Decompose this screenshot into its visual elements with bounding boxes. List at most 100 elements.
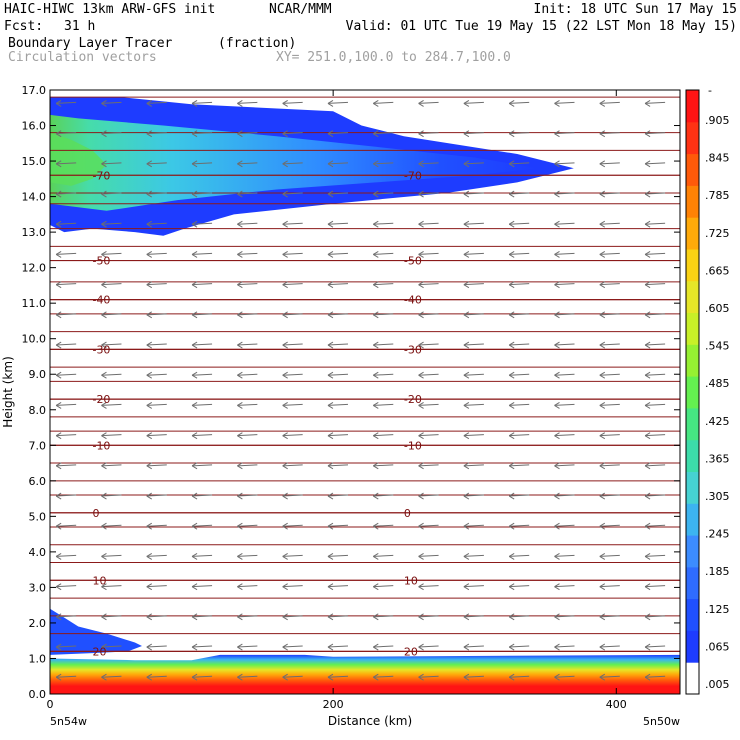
vector-arrowhead [101, 220, 107, 228]
vector-arrow [101, 675, 122, 678]
vector-arrow [554, 162, 575, 165]
vector-arrowhead [508, 492, 515, 500]
vector-arrowhead [282, 643, 288, 651]
vector-arrow [373, 283, 394, 286]
vector-arrow [237, 524, 258, 527]
vector-arrow [56, 283, 77, 286]
vector-arrow [192, 464, 213, 467]
vector-arrowhead [463, 673, 470, 681]
colorbar-label: .245 [705, 528, 730, 541]
vector-arrow [509, 494, 530, 497]
y-tick-label: 0.0 [29, 688, 47, 701]
vector-arrowhead [373, 522, 379, 530]
vector-arrowhead [327, 462, 334, 470]
vector-arrow [373, 101, 394, 104]
vector-arrowhead [508, 613, 515, 621]
vector-arrow [509, 675, 530, 678]
vector-arrow [101, 313, 122, 316]
vector-arrow [418, 675, 439, 678]
vector-arrow [146, 464, 167, 467]
vector-arrowhead [146, 643, 153, 651]
vector-arrow [237, 343, 258, 346]
vector-arrowhead [146, 462, 153, 470]
vector-arrow [554, 343, 575, 346]
vector-arrow [463, 494, 484, 497]
vector-arrow [56, 554, 77, 557]
vector-arrowhead [101, 341, 107, 349]
x-axis: 0 200 400 [47, 90, 627, 711]
vector-arrow [101, 132, 122, 135]
vector-arrow [509, 403, 530, 406]
vector-arrowhead [146, 492, 153, 500]
vector-arrow [327, 162, 349, 165]
vectors-label: Circulation vectors [8, 50, 157, 65]
init-time: Init: 18 UTC Sun 17 May 15 [533, 2, 738, 17]
colorbar-label: .785 [705, 189, 730, 202]
vector-arrowhead [644, 220, 651, 228]
y-tick-label: 2.0 [29, 617, 47, 630]
vector-arrowhead [418, 281, 424, 289]
vector-arrowhead [508, 311, 515, 319]
vector-arrow [237, 434, 258, 437]
vector-arrow [101, 373, 122, 376]
vector-arrowhead [282, 160, 288, 168]
vector-arrow [599, 283, 620, 286]
vector-arrowhead [463, 492, 470, 500]
vector-arrowhead [554, 553, 560, 560]
vector-arrowhead [644, 281, 651, 289]
vector-arrowhead [599, 583, 606, 591]
vector-arrowhead [101, 100, 107, 107]
vector-arrow [237, 494, 258, 497]
vector-arrowhead [508, 402, 515, 409]
vector-arrowhead [418, 341, 424, 349]
vector-arrow [554, 222, 575, 225]
vector-arrowhead [463, 160, 470, 168]
vector-arrow [237, 283, 258, 286]
vector-arrow [237, 132, 258, 135]
vector-arrowhead [327, 492, 334, 500]
vector-arrowhead [373, 643, 379, 651]
vector-arrowhead [508, 432, 515, 440]
vector-arrow [645, 101, 666, 104]
vector-arrowhead [237, 220, 243, 228]
vector-arrowhead [237, 100, 243, 107]
vector-arrow [146, 403, 167, 406]
vector-arrow [463, 403, 484, 406]
vector-arrow [192, 403, 213, 406]
vector-arrow [509, 464, 530, 467]
vector-arrow [463, 585, 484, 588]
vector-arrow [237, 373, 258, 376]
y-tick-label: 17.0 [22, 84, 47, 97]
colorbar-label: .125 [705, 603, 730, 616]
vector-arrowhead [191, 432, 198, 440]
vector-arrow [463, 524, 484, 527]
vector-arrow [192, 343, 213, 346]
vector-arrowhead [55, 553, 62, 560]
vector-arrow [509, 192, 530, 195]
vector-arrowhead [282, 583, 288, 591]
vector-arrowhead [237, 341, 243, 349]
vector-arrow [599, 343, 620, 346]
vector-arrow [146, 434, 167, 437]
vector-arrow [237, 554, 258, 557]
tracer-anvil-max [50, 132, 107, 186]
vector-arrow [645, 524, 666, 527]
vector-arrow [645, 645, 666, 648]
vector-arrow [373, 675, 394, 678]
vector-arrowhead [554, 311, 560, 319]
cross-section-endpoints: XY= 251.0,100.0 to 284.7,100.0 [276, 50, 511, 65]
vector-arrow [56, 494, 77, 497]
vector-arrowhead [191, 251, 198, 258]
vector-arrow [282, 313, 303, 316]
vector-arrowhead [373, 553, 379, 560]
vector-arrow [282, 615, 303, 618]
vector-arrowhead [55, 522, 62, 530]
vector-arrow [645, 222, 666, 225]
vector-arrow [237, 192, 258, 195]
vector-arrow [554, 464, 575, 467]
vector-arrowhead [644, 402, 651, 409]
vector-arrow [56, 162, 77, 165]
vector-arrowhead [554, 100, 560, 107]
vector-arrow [282, 675, 303, 678]
vector-arrowhead [508, 190, 515, 198]
